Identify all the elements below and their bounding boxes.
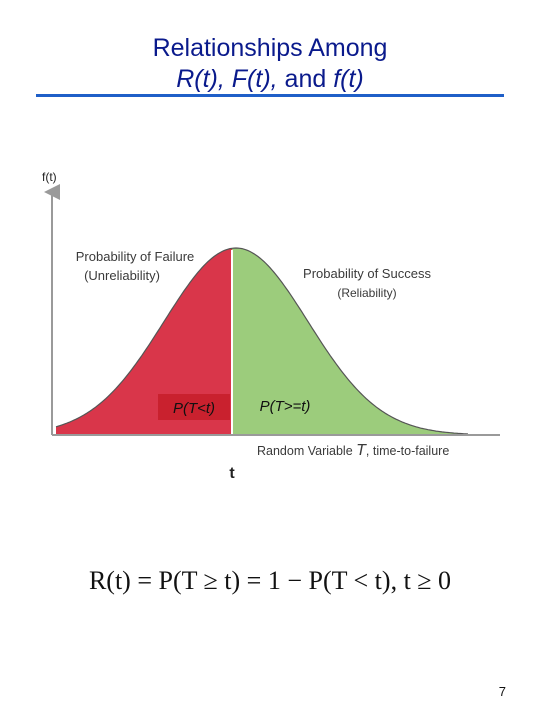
x-axis-label-suffix: , time-to-failure — [366, 444, 449, 458]
x-axis-label: Random Variable T, time-to-failure — [257, 442, 449, 459]
y-axis-label: f(t) — [42, 170, 57, 184]
failure-sublabel: (Unreliability) — [84, 268, 160, 283]
failure-area — [56, 248, 232, 435]
left-area-label-box — [158, 394, 230, 420]
left-area-label: P(T<t) — [173, 400, 215, 417]
pdf-curve — [55, 247, 469, 435]
failure-label: Probability of Failure — [76, 249, 195, 264]
slide-title-line2: R(t), F(t), and f(t) — [0, 64, 540, 95]
right-area-label: P(T>=t) — [260, 398, 311, 415]
t-marker: t — [229, 465, 235, 482]
title-rt-ft: R(t), F(t), — [176, 65, 278, 93]
x-axis-label-prefix: Random Variable — [257, 444, 356, 458]
title-ft-lower: f(t) — [333, 65, 364, 93]
title-and: and — [277, 65, 334, 93]
reliability-formula: R(t) = P(T ≥ t) = 1 − P(T < t), t ≥ 0 — [88, 566, 452, 595]
x-axis-label-var: T — [356, 442, 367, 459]
success-label: Probability of Success — [303, 266, 431, 281]
success-area — [232, 248, 468, 435]
page-number: 7 — [498, 684, 506, 699]
slide-title-line1: Relationships Among — [152, 34, 388, 62]
title-underline — [36, 94, 504, 97]
success-sublabel: (Reliability) — [337, 286, 396, 300]
